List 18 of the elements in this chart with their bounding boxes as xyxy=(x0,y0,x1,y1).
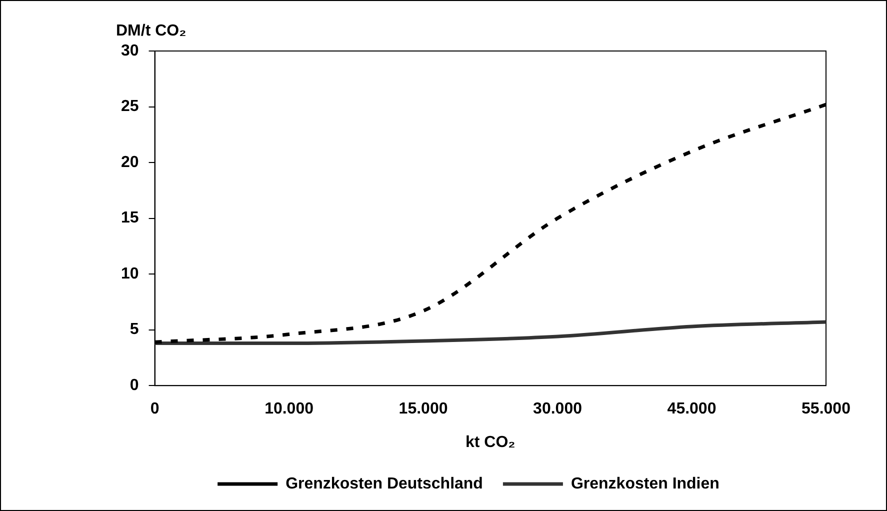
x-tick-label: 15.000 xyxy=(398,400,448,418)
y-tick-label: 15 xyxy=(121,210,139,227)
x-tick-label: 10.000 xyxy=(264,400,314,418)
x-tick-label: 30.000 xyxy=(533,400,582,418)
y-tick-label: 20 xyxy=(121,154,139,171)
x-axis-title: kt CO₂ xyxy=(466,434,516,451)
y-tick-label: 10 xyxy=(121,265,139,282)
x-tick-label: 0 xyxy=(150,400,160,418)
y-axis-title: DM/t CO₂ xyxy=(116,22,186,40)
line-series xyxy=(153,320,828,345)
legend-label: Grenzkosten Indien xyxy=(570,475,720,492)
x-tick-label: 55.000 xyxy=(802,400,851,418)
legend-label: Grenzkosten Deutschland xyxy=(286,475,483,492)
y-tick-label: 25 xyxy=(121,98,139,116)
x-tick-label: 45.000 xyxy=(667,400,716,418)
y-tick-label: 30 xyxy=(121,42,139,60)
y-tick-label: 0 xyxy=(130,377,139,394)
y-tick-label: 5 xyxy=(130,321,139,338)
